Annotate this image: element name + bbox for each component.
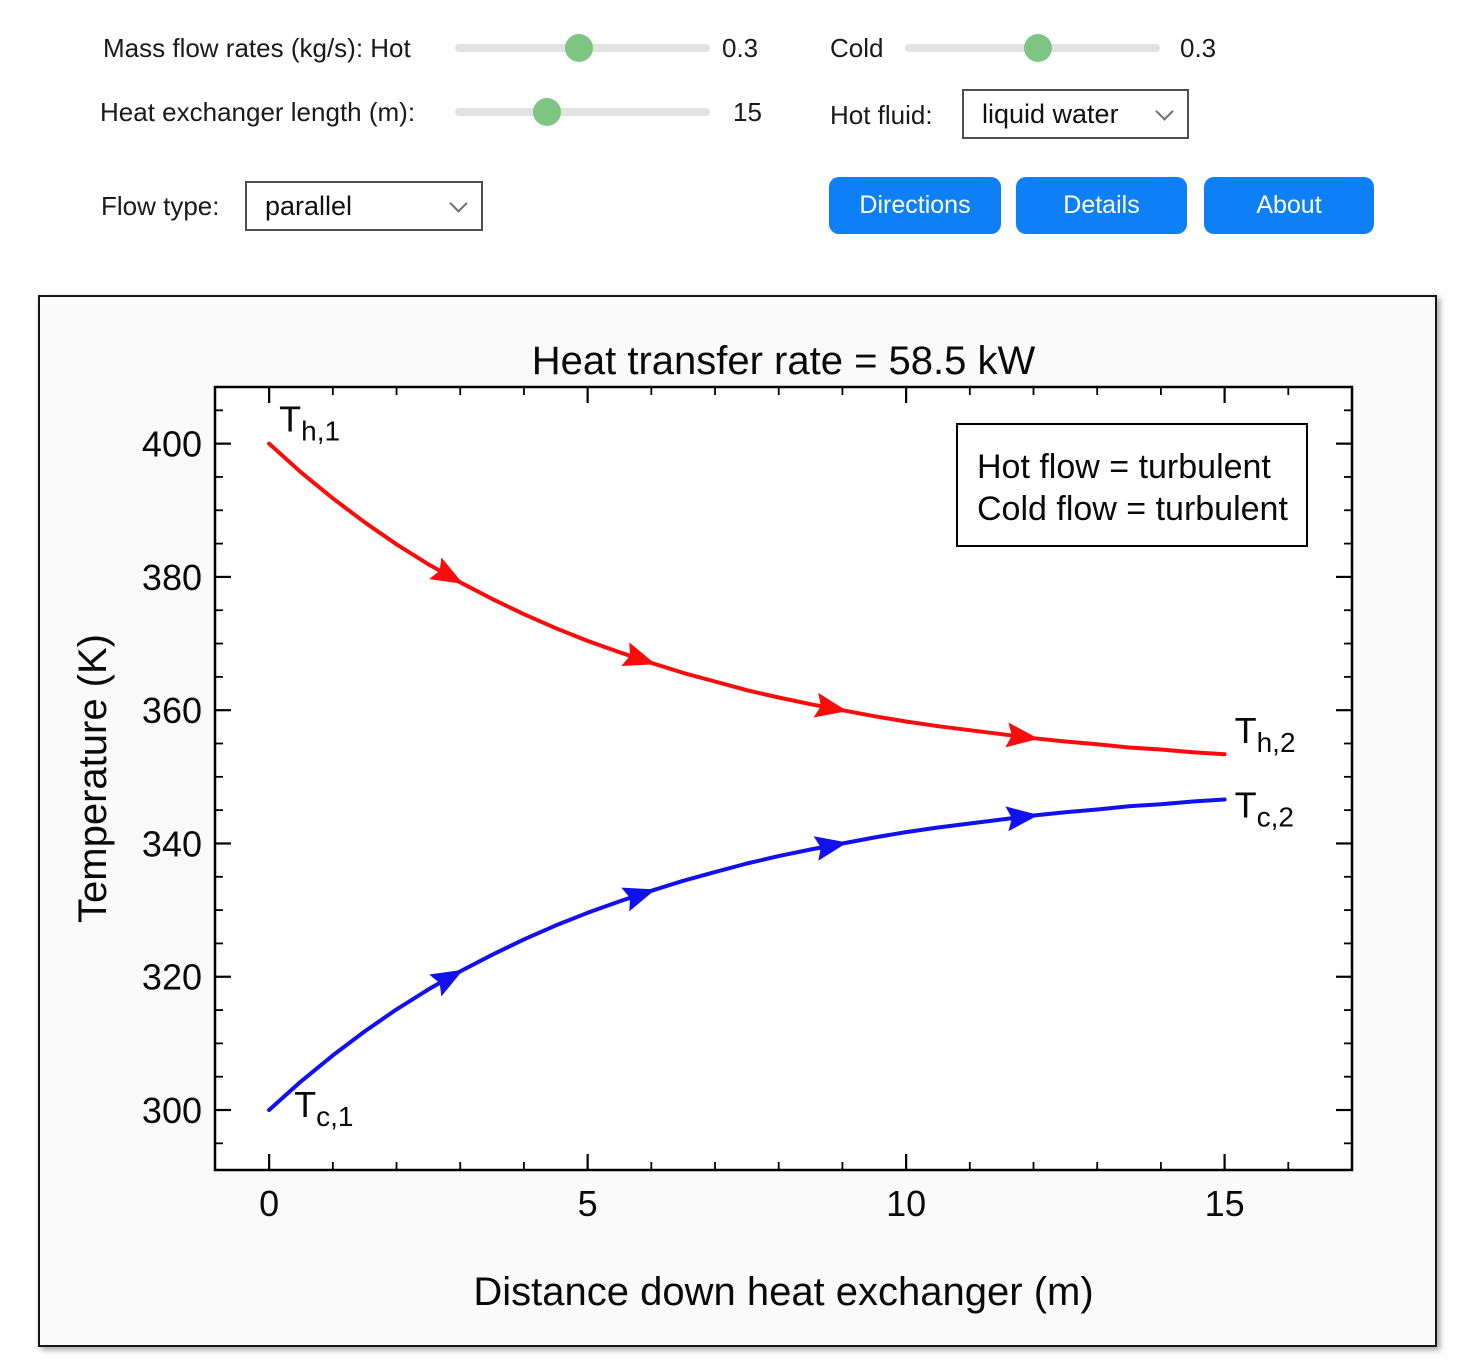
cold-flow-slider-thumb[interactable] bbox=[1023, 34, 1052, 62]
flow-type-selected-value: parallel bbox=[265, 190, 353, 221]
flow-type-label: Flow type: bbox=[101, 191, 220, 221]
x-tick-label: 10 bbox=[886, 1183, 926, 1224]
hot-fluid-select[interactable]: liquid water bbox=[962, 89, 1189, 139]
cold-fluid-curve bbox=[267, 797, 1227, 1112]
hot-fluid-curve bbox=[267, 441, 1227, 757]
x-axis-label: Distance down heat exchanger (m) bbox=[473, 1270, 1093, 1314]
exchanger-length-value: 15 bbox=[733, 97, 762, 127]
cold-fluid-flow-arrow bbox=[621, 887, 656, 912]
flow-type-select[interactable]: parallel bbox=[245, 181, 483, 231]
hot-fluid-flow-arrow bbox=[621, 642, 656, 667]
y-tick-label: 300 bbox=[142, 1090, 202, 1131]
exchanger-length-label: Heat exchanger length (m): bbox=[100, 97, 416, 127]
hot-fluid-flow-arrow bbox=[429, 557, 464, 584]
y-tick-label: 400 bbox=[142, 424, 202, 465]
cold-fluid-flow-arrow bbox=[813, 836, 848, 861]
x-tick-label: 0 bbox=[259, 1183, 279, 1224]
hot-fluid-flow-arrow bbox=[1005, 722, 1039, 748]
hot-flow-value: 0.3 bbox=[722, 33, 759, 63]
y-tick-label: 380 bbox=[142, 557, 202, 598]
x-tick-label: 5 bbox=[578, 1183, 598, 1224]
y-tick-label: 320 bbox=[142, 957, 202, 998]
cold-flow-slider[interactable] bbox=[905, 34, 1160, 62]
chart-panel: 0 5 10 15 300 320 340 360 380 400 Heat transfer ra… bbox=[38, 295, 1437, 1347]
details-button[interactable]: Details bbox=[1016, 177, 1187, 234]
directions-button[interactable]: Directions bbox=[829, 177, 1001, 234]
cold-flow-value: 0.3 bbox=[1180, 33, 1217, 63]
hot-fluid-label: Hot fluid: bbox=[830, 100, 933, 130]
x-tick-label: 15 bbox=[1205, 1183, 1245, 1224]
chevron-down-icon bbox=[449, 193, 468, 213]
y-axis-label: Temperature (K) bbox=[71, 634, 115, 923]
hot-fluid-inlet-label: Th,1 bbox=[279, 399, 340, 447]
cold-fluid-flow-arrow bbox=[1005, 806, 1039, 832]
flow-regime-box bbox=[956, 423, 1308, 547]
y-tick-label: 340 bbox=[142, 823, 202, 864]
mass-flow-hot-label: Mass flow rates (kg/s): Hot bbox=[103, 33, 411, 63]
cold-flow-label: Cold bbox=[830, 33, 884, 63]
chart-title: Heat transfer rate = 58.5 kW bbox=[532, 339, 1036, 383]
exchanger-length-slider[interactable] bbox=[455, 98, 710, 126]
exchanger-length-slider-thumb[interactable] bbox=[532, 98, 561, 126]
hot-fluid-outlet-label: Th,2 bbox=[1235, 710, 1296, 758]
exchanger-length-slider-track[interactable] bbox=[455, 108, 710, 116]
cold-fluid-inlet-label: Tc,1 bbox=[294, 1084, 353, 1132]
hot-fluid-flow-arrow bbox=[813, 692, 848, 718]
flow-regime-line: Cold flow = turbulent bbox=[977, 490, 1288, 528]
hot-flow-slider-thumb[interactable] bbox=[564, 34, 593, 62]
y-tick-label: 360 bbox=[142, 690, 202, 731]
temperature-profile-chart: 0 5 10 15 300 320 340 360 380 400 Heat transfer ra… bbox=[71, 339, 1354, 1314]
flow-regime-line: Hot flow = turbulent bbox=[977, 448, 1271, 486]
hot-flow-slider[interactable] bbox=[455, 34, 710, 62]
cold-fluid-flow-arrow bbox=[429, 969, 464, 997]
chevron-down-icon bbox=[1155, 101, 1174, 121]
cold-fluid-outlet-label: Tc,2 bbox=[1235, 784, 1294, 832]
about-button[interactable]: About bbox=[1204, 177, 1374, 234]
hot-fluid-selected-value: liquid water bbox=[982, 98, 1119, 129]
